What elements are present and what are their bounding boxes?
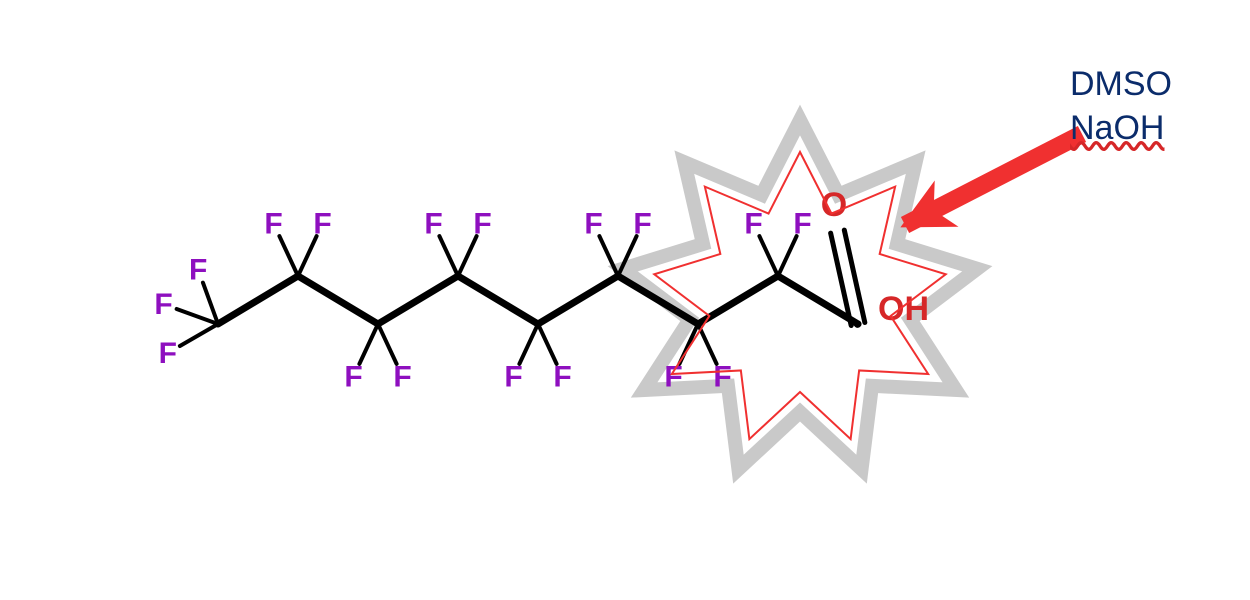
fluorine-atom: F <box>393 361 411 394</box>
fluorine-atom: F <box>154 288 172 321</box>
hydroxyl-group: OH <box>878 290 929 328</box>
fluorine-atom: F <box>713 361 731 394</box>
fluorine-atom: F <box>744 207 762 240</box>
fluorine-atom: F <box>264 207 282 240</box>
fluorine-atom: F <box>664 361 682 394</box>
fluorine-atom: F <box>189 253 207 286</box>
backbone <box>218 276 858 324</box>
fluorine-atom: F <box>344 361 362 394</box>
fluorine-atom: F <box>793 207 811 240</box>
fluorine-atom: F <box>504 361 522 394</box>
reagent-arrow <box>905 134 1082 225</box>
fluorine-atom: F <box>553 361 571 394</box>
oxygen-atom: O <box>821 186 847 224</box>
reagent-line-1: NaOH <box>1070 106 1172 150</box>
reagent-line-0: DMSO <box>1070 62 1172 106</box>
fluorine-atom: F <box>313 207 331 240</box>
fluorine-atom: F <box>473 207 491 240</box>
fluorine-atom: F <box>424 207 442 240</box>
diagram-stage: FFFFFFFFFFFFFFFFFOOH DMSONaOH <box>0 0 1250 600</box>
reagent-labels: DMSONaOH <box>1070 62 1172 150</box>
fluorine-atom: F <box>584 207 602 240</box>
fluorine-atom: F <box>159 337 177 370</box>
fluorine-atom: F <box>633 207 651 240</box>
diagram-svg: FFFFFFFFFFFFFFFFFOOH <box>0 0 1250 600</box>
